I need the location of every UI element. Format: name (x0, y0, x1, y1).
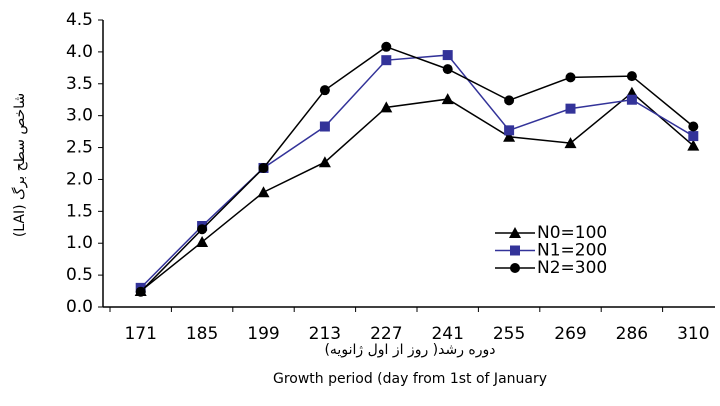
marker (258, 162, 269, 173)
marker (441, 93, 454, 105)
x-tick-label: 310 (677, 324, 709, 344)
x-axis-label: دوره رشد( روز از اول ژانویه) (324, 342, 495, 358)
y-tick-label: 2.5 (66, 138, 93, 158)
legend-marker (510, 263, 520, 273)
marker (442, 50, 453, 61)
marker (197, 224, 208, 235)
marker (319, 85, 330, 96)
marker (688, 131, 699, 142)
x-tick-label: 286 (616, 324, 648, 344)
marker (257, 186, 270, 198)
legend-label: N1=200 (537, 241, 607, 261)
x-tick-label: 255 (493, 324, 525, 344)
marker (380, 101, 393, 113)
marker (381, 41, 392, 52)
y-axis-label: (LAI) شاخص سطح برگ (10, 93, 28, 237)
y-tick-label: 0.5 (66, 265, 93, 285)
marker (319, 121, 330, 132)
y-tick-label: 3.0 (66, 106, 93, 126)
y-tick-label: 3.5 (66, 74, 93, 94)
marker (504, 95, 515, 106)
marker (503, 130, 516, 142)
series-line (140, 45, 694, 293)
legend-label: N2=300 (537, 258, 607, 278)
marker (381, 55, 392, 66)
x-tick-label: 241 (431, 324, 463, 344)
series-line (140, 54, 694, 289)
legend-label: N0=100 (537, 223, 607, 243)
marker (626, 71, 637, 82)
y-tick-label: 2.0 (66, 169, 93, 189)
y-tick-label: 0.0 (66, 297, 93, 317)
marker (626, 94, 637, 105)
marker (564, 137, 577, 149)
marker (565, 72, 576, 83)
x-tick-label: 213 (309, 324, 341, 344)
marker (504, 125, 515, 136)
marker (318, 156, 331, 168)
marker (687, 139, 700, 151)
y-tick-label: 1.5 (66, 201, 93, 221)
x-tick-label: 171 (124, 324, 156, 344)
y-tick-label: 4.0 (66, 42, 93, 62)
x-axis-label: Growth period (day from 1st of January (273, 371, 547, 387)
x-tick-label: 199 (247, 324, 279, 344)
series-line (140, 91, 694, 292)
legend-marker (509, 227, 521, 238)
marker (442, 64, 453, 75)
marker (688, 121, 699, 132)
y-tick-label: 4.5 (66, 10, 93, 30)
x-tick-label: 227 (370, 324, 402, 344)
y-tick-label: 1.0 (66, 233, 93, 253)
x-tick-label: 185 (186, 324, 218, 344)
legend-marker (510, 245, 520, 256)
marker (196, 235, 209, 247)
x-tick-label: 269 (554, 324, 586, 344)
marker (565, 103, 576, 114)
marker (135, 286, 146, 297)
